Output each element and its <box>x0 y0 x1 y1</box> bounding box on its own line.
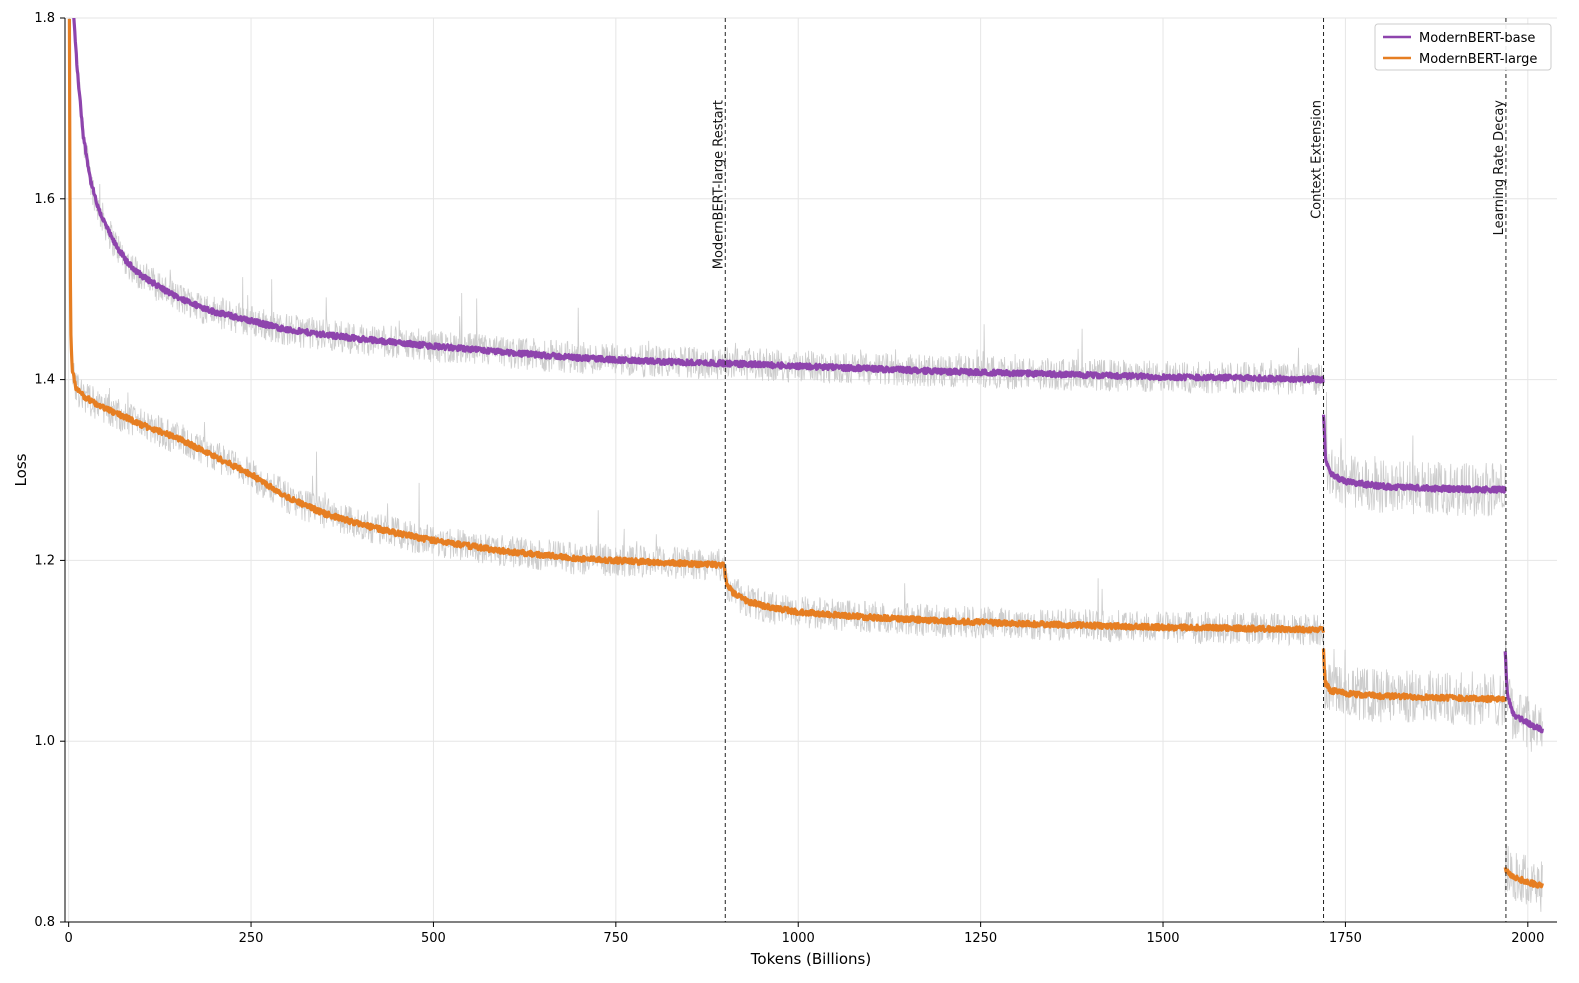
annotation-label: Context Extension <box>1310 100 1325 219</box>
raw-loss-trace <box>74 18 1324 395</box>
annotation-label: Learning Rate Decay <box>1492 100 1507 236</box>
series-line-base <box>1503 651 1544 734</box>
series-lines <box>67 18 1544 889</box>
y-tick-label: 1.2 <box>34 553 55 568</box>
series-line-base <box>1321 414 1507 494</box>
y-tick-label: 1.8 <box>34 11 55 26</box>
legend-label: ModernBERT-base <box>1419 31 1535 46</box>
x-axis-label: Tokens (Billions) <box>750 950 871 968</box>
legend: ModernBERT-base ModernBERT-large <box>1374 23 1552 71</box>
raw-loss-trace <box>1504 635 1543 752</box>
y-tick-label: 0.8 <box>34 915 55 930</box>
x-tick-label: 500 <box>421 931 446 946</box>
y-tick-label: 1.4 <box>34 373 55 388</box>
grid <box>65 17 1557 923</box>
series-line-large <box>67 18 726 569</box>
legend-label: ModernBERT-large <box>1419 52 1537 67</box>
legend-box <box>1374 23 1552 71</box>
x-tick-label: 250 <box>239 931 264 946</box>
annotation-lines: ModernBERT-large Restart Context Extensio… <box>711 18 1507 922</box>
y-axis-label: Loss <box>12 453 30 486</box>
x-tick-label: 0 <box>65 931 73 946</box>
x-tick-label: 1250 <box>964 931 997 946</box>
annotation-label: ModernBERT-large Restart <box>711 100 726 269</box>
series-line-base <box>72 18 1325 384</box>
series-line-large <box>1503 867 1544 889</box>
raw-loss-trace <box>723 555 1324 647</box>
axes: 0 250 500 750 1000 1250 1500 1750 2000 0.8 1.0 1.2 1… <box>12 11 1557 968</box>
x-tick-label: 1500 <box>1146 931 1179 946</box>
x-tick-label: 2000 <box>1511 931 1544 946</box>
x-tick-label: 1000 <box>782 931 815 946</box>
x-tick-label: 750 <box>603 931 628 946</box>
raw-loss-trace <box>1323 627 1506 726</box>
raw-loss-trace <box>1323 391 1506 517</box>
y-tick-label: 1.0 <box>34 734 55 749</box>
y-tick-label: 1.6 <box>34 192 55 207</box>
series-line-large <box>722 563 1326 634</box>
x-tick-label: 1750 <box>1329 931 1362 946</box>
series-line-large <box>1321 648 1507 703</box>
